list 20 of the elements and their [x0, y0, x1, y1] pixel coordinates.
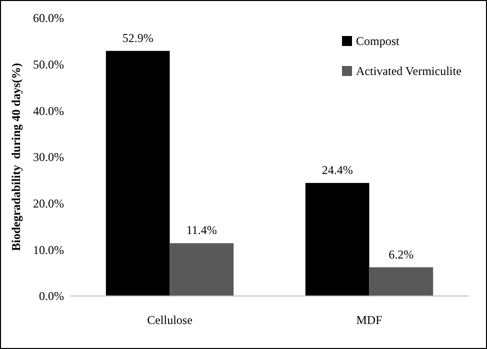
data-label: 52.9%: [122, 30, 154, 45]
bar: [305, 182, 370, 296]
data-label: 11.4%: [186, 223, 217, 238]
y-tick-label: 50.0%: [33, 58, 64, 72]
x-tick-label: MDF: [356, 313, 383, 327]
legend-label: Compost: [356, 34, 400, 48]
x-tick-label: Cellulose: [147, 313, 192, 327]
data-label: 6.2%: [388, 247, 414, 262]
data-label: 24.4%: [322, 162, 353, 177]
y-tick-label: 10.0%: [33, 242, 64, 257]
y-tick-label: 0.0%: [39, 289, 64, 304]
bar: [106, 50, 170, 296]
y-tick-label: 40.0%: [33, 104, 64, 118]
y-axis-title: Biodegradability during 40 days(%): [9, 62, 23, 252]
bar: [369, 267, 434, 296]
bar: [170, 243, 234, 296]
y-tick-label: 30.0%: [33, 150, 64, 164]
y-tick-label: 20.0%: [33, 196, 64, 211]
legend-label: Activated Vermiculite: [356, 64, 462, 78]
y-tick-label: 60.0%: [33, 11, 64, 26]
